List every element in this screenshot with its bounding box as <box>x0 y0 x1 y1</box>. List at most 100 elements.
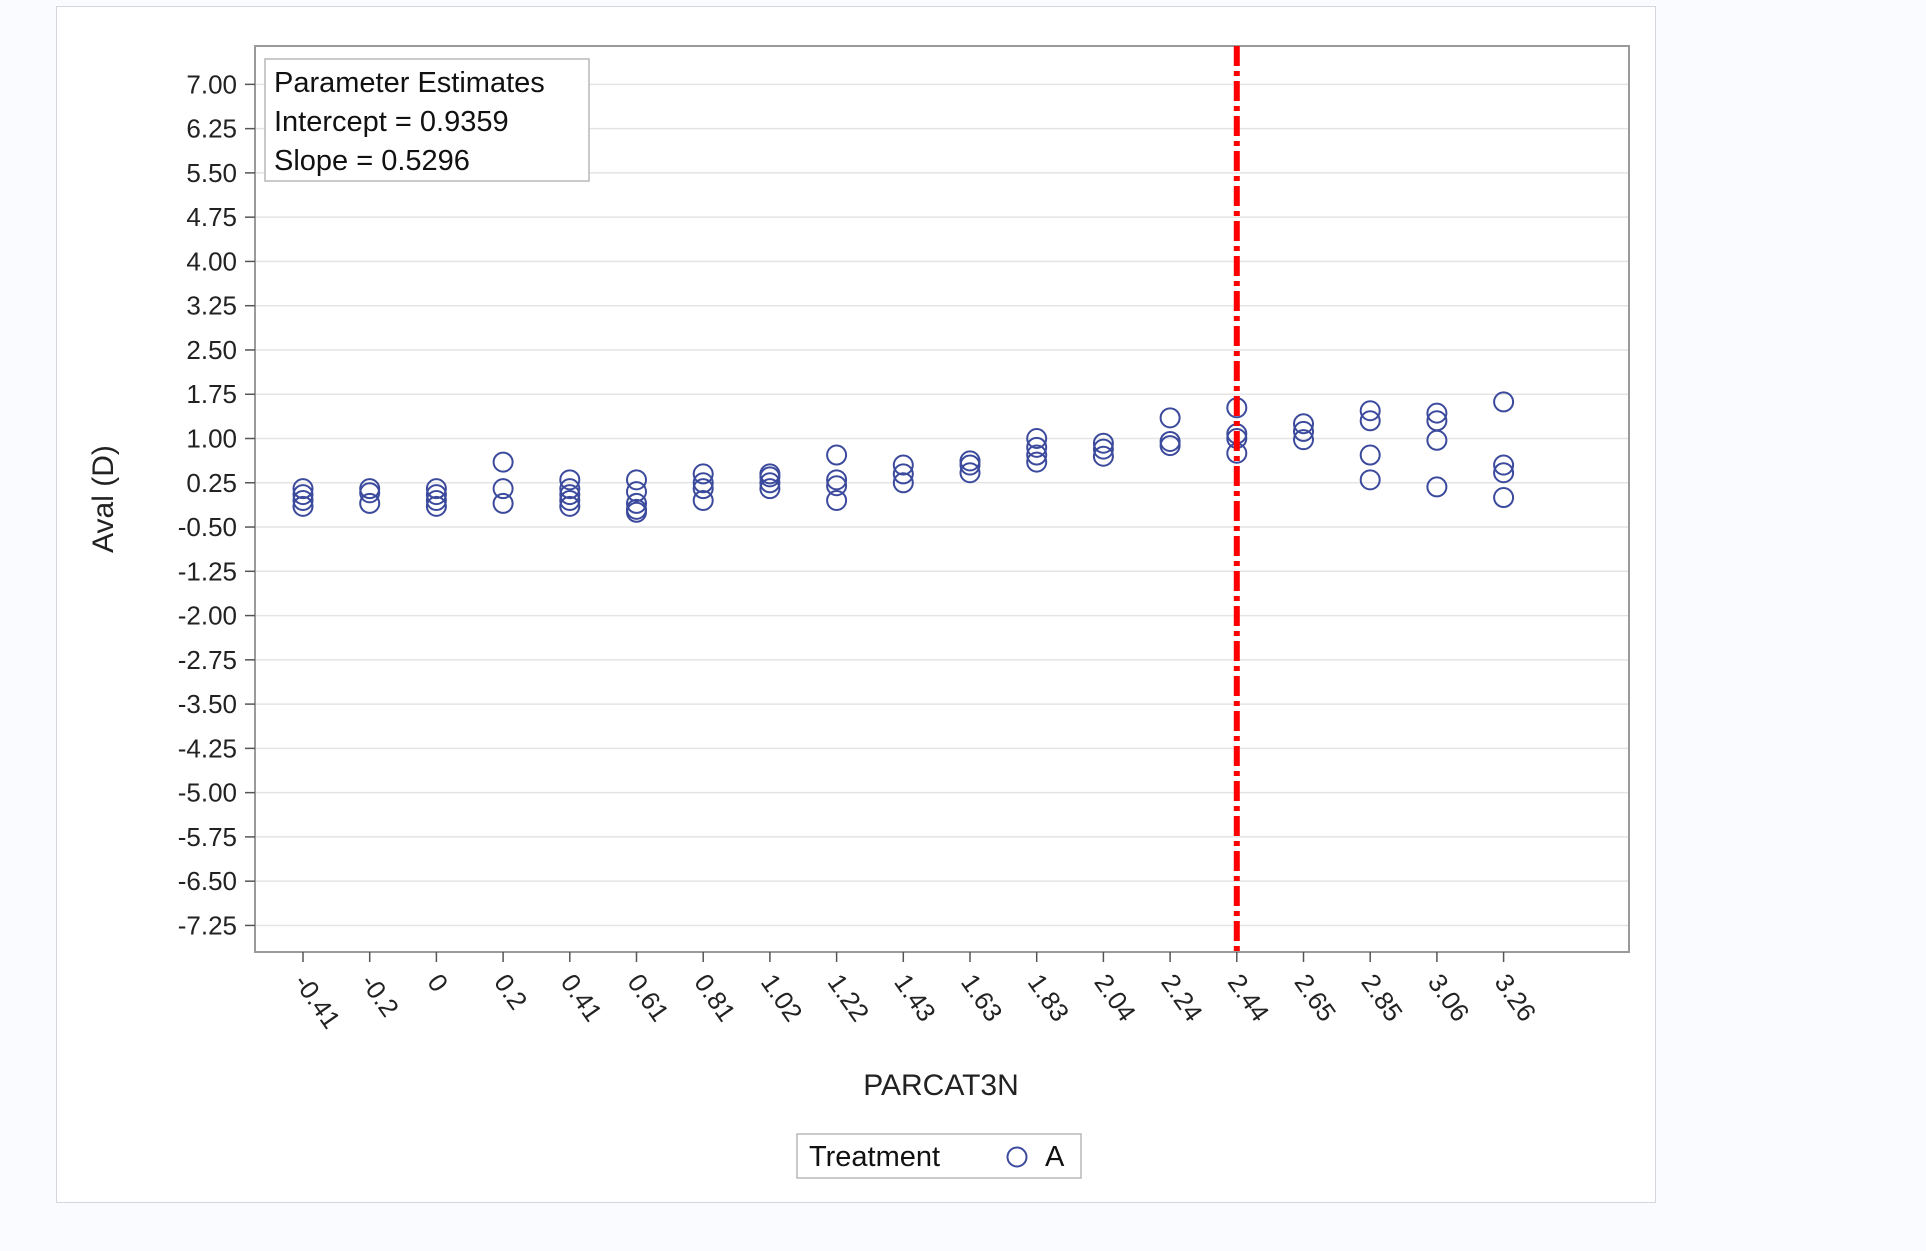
data-point <box>959 462 981 484</box>
data-point <box>292 478 314 500</box>
data-point <box>626 501 647 523</box>
x-tick-label: 0.41 <box>555 968 609 1027</box>
x-tick-label: 0.61 <box>622 968 676 1027</box>
y-tick-label: 6.25 <box>186 114 237 144</box>
data-point <box>425 478 447 500</box>
data-point <box>559 469 581 491</box>
data-point <box>1493 462 1515 484</box>
data-point <box>359 492 381 514</box>
data-point <box>292 495 314 517</box>
y-tick-label: 1.00 <box>186 424 237 454</box>
data-point <box>1159 430 1181 452</box>
data-point <box>1092 445 1114 467</box>
data-point <box>826 444 848 466</box>
parameter-estimates-inset: Parameter Estimates Intercept = 0.9359 S… <box>264 58 590 182</box>
x-tick-label: 2.24 <box>1155 968 1209 1027</box>
data-point <box>759 466 781 488</box>
y-tick-label: -3.50 <box>178 689 237 719</box>
x-tick-label: 1.22 <box>822 968 876 1027</box>
y-tick-label: -2.75 <box>178 645 237 675</box>
data-point <box>1026 436 1048 458</box>
legend-marker-icon <box>1006 1146 1028 1168</box>
y-tick-label: 1.75 <box>186 379 237 409</box>
data-point <box>1359 410 1381 432</box>
y-tick-label: 0.25 <box>186 468 237 498</box>
data-point <box>959 454 981 476</box>
data-point <box>1026 444 1048 466</box>
grid-lines <box>255 83 1629 927</box>
data-point <box>559 478 581 500</box>
data-point <box>425 484 447 506</box>
x-tick-label: 0.2 <box>488 968 533 1015</box>
data-point <box>826 475 848 497</box>
legend-entry: A <box>1045 1141 1065 1173</box>
data-point <box>959 450 981 472</box>
data-point <box>892 472 914 494</box>
data-points <box>292 391 1515 523</box>
data-point <box>1359 400 1381 422</box>
data-point <box>1293 420 1314 442</box>
y-tick-label: -5.75 <box>178 822 237 852</box>
x-axis: -0.41 -0.2 0 0.2 0.41 0.61 0.81 1.02 1.22 1.43 1.6… <box>288 952 1542 1034</box>
data-point <box>1426 402 1448 424</box>
y-tick-label: 2.50 <box>186 335 237 365</box>
y-tick-label: -6.50 <box>178 866 237 896</box>
data-point <box>1359 444 1381 466</box>
y-tick-label: 7.00 <box>186 69 237 99</box>
data-point <box>492 492 514 514</box>
data-point <box>559 495 581 517</box>
data-point <box>626 481 647 503</box>
data-point <box>692 463 714 485</box>
y-tick-label: 4.00 <box>186 246 237 276</box>
x-tick-label: 3.06 <box>1422 968 1476 1027</box>
data-point <box>759 472 781 494</box>
data-point <box>492 451 514 473</box>
y-tick-label: -7.25 <box>178 910 237 940</box>
data-point <box>425 495 447 517</box>
data-point <box>292 484 314 506</box>
y-tick-label: 4.75 <box>186 202 237 232</box>
x-tick-label: 1.43 <box>888 968 942 1027</box>
data-point <box>826 469 848 491</box>
data-point <box>559 484 581 506</box>
legend: Treatment A <box>796 1133 1082 1179</box>
data-point <box>892 454 914 476</box>
data-point <box>892 463 914 485</box>
intercept-text: Intercept = 0.9359 <box>274 106 509 138</box>
data-point <box>1092 438 1114 460</box>
inset-box <box>264 58 590 182</box>
x-tick-label: 0 <box>421 968 454 997</box>
data-point <box>1159 407 1181 429</box>
x-tick-label: 1.83 <box>1022 968 1076 1027</box>
data-point <box>1493 391 1515 413</box>
plot-frame <box>254 45 1630 953</box>
y-tick-label: -4.25 <box>178 733 237 763</box>
y-tick-label: -1.25 <box>178 556 237 586</box>
data-point <box>692 489 714 511</box>
data-point <box>1026 428 1048 450</box>
data-point <box>1359 469 1381 491</box>
x-tick-label: 2.85 <box>1355 968 1409 1027</box>
data-point <box>1092 432 1114 454</box>
data-point <box>1293 413 1314 435</box>
slope-text: Slope = 0.5296 <box>274 145 470 177</box>
data-point <box>559 489 581 511</box>
y-tick-label: -0.50 <box>178 512 237 542</box>
y-tick-label: 3.25 <box>186 291 237 321</box>
data-point <box>692 478 714 500</box>
inset-title: Parameter Estimates <box>274 67 545 99</box>
x-tick-label: 2.44 <box>1222 968 1276 1027</box>
data-point <box>826 489 848 511</box>
x-tick-label: -0.41 <box>288 968 347 1034</box>
data-point <box>1293 429 1314 451</box>
x-axis-title: PARCAT3N <box>863 1069 1019 1102</box>
chart-panel: 7.00 6.25 5.50 4.75 4.00 3.25 2.50 1.75 1.00 0.25… <box>56 6 1656 1203</box>
y-tick-label: -5.00 <box>178 778 237 808</box>
legend-title: Treatment <box>809 1141 940 1173</box>
data-point <box>1493 487 1515 509</box>
x-tick-label: 3.26 <box>1489 968 1543 1027</box>
data-point <box>1426 476 1448 498</box>
data-point <box>425 489 447 511</box>
data-point <box>626 492 647 514</box>
y-tick-label: 5.50 <box>186 158 237 188</box>
